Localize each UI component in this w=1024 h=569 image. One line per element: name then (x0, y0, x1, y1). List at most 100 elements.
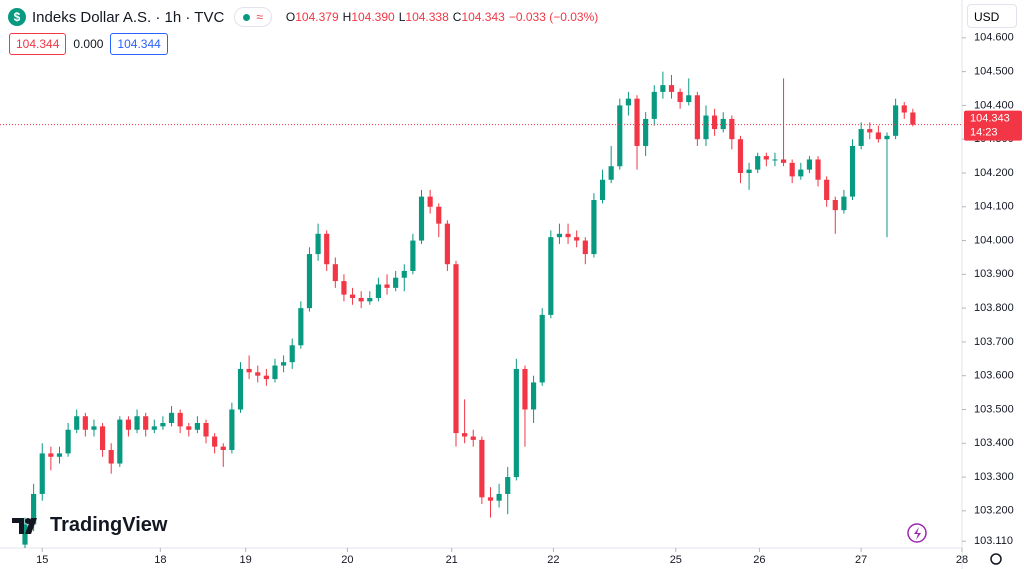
ohlc-open: O104.379 (286, 10, 339, 24)
candle-body (487, 497, 494, 501)
candle-body (686, 95, 692, 103)
candle-body (875, 132, 881, 140)
candle-body (177, 412, 183, 427)
quote: 104.344 0.000 104.344 (9, 33, 168, 55)
value: 104.390 (351, 10, 395, 24)
y-tick-label: 103.110 (974, 535, 1013, 547)
symbol-logo: $ (8, 8, 26, 26)
candle-body (617, 105, 623, 167)
candle-body (427, 196, 433, 207)
candle-body (237, 368, 244, 410)
candle-body (341, 281, 347, 295)
ohlc-low: L104.338 (399, 10, 449, 24)
candle-body (712, 115, 718, 130)
candle-body (763, 156, 769, 160)
candle-body (677, 91, 683, 103)
candle-body (289, 345, 295, 363)
candle-body (625, 98, 631, 106)
y-tick-label: 103.300 (974, 471, 1014, 483)
candle-body (31, 493, 37, 525)
candle-body (548, 237, 554, 315)
candle-body (39, 453, 45, 494)
candle-body (651, 91, 657, 119)
settings-button (990, 553, 1002, 565)
x-tick-label: 28 (956, 554, 968, 566)
candle-body (755, 156, 761, 170)
label: L (398, 10, 406, 24)
candle-body (815, 159, 821, 180)
brand-name: TradingView (50, 514, 168, 536)
label: H (342, 10, 352, 24)
candle-body (255, 372, 261, 376)
candle-body (849, 145, 856, 197)
bid[interactable]: 104.344 (9, 33, 67, 55)
candle-body (315, 233, 321, 255)
status-pill[interactable]: ≈ (234, 7, 272, 27)
spread: 0.000 (73, 37, 104, 51)
x-tick-label: 18 (154, 554, 166, 566)
ohlc-high: H104.390 (343, 10, 395, 24)
candle-body (99, 426, 106, 451)
candle-body (444, 223, 450, 265)
x-tick-label: 22 (547, 554, 559, 566)
x-tick-label: 15 (36, 554, 48, 566)
candle-body (229, 409, 235, 451)
candle-body (884, 135, 890, 140)
currency-button[interactable]: USD (967, 4, 1017, 28)
candle-body (65, 429, 71, 454)
candle-body (306, 254, 313, 309)
candle-body (720, 118, 726, 130)
candle-body (772, 159, 778, 161)
y-tick-label: 103.400 (974, 437, 1014, 449)
candle-body (91, 426, 97, 430)
candle-body (470, 436, 476, 440)
candle-body (643, 118, 649, 146)
candle-body (634, 98, 640, 146)
candle-body (608, 166, 614, 180)
candle-body (582, 240, 588, 255)
label: C (452, 10, 462, 24)
x-tick-label: 21 (446, 554, 458, 566)
candle-body (556, 233, 563, 238)
header: $ Indeks Dollar A.S. · 1h · TVC ≈ O104.3… (8, 7, 602, 27)
value: 104.338 (405, 10, 449, 24)
candle-body (565, 233, 571, 238)
ohlc-change: −0.033 (−0.03%) (508, 10, 599, 24)
last-price-label: 104.343 (970, 113, 1010, 125)
flash-button (907, 523, 927, 543)
candle-body (824, 179, 830, 201)
candle-body (82, 416, 88, 430)
y-tick-label: 104.600 (974, 32, 1014, 44)
candle-body (436, 206, 442, 224)
candle-body (462, 433, 468, 437)
candle-body (48, 453, 54, 457)
candle-body (298, 308, 304, 346)
candle-body (901, 105, 907, 113)
x-tick-label: 27 (855, 554, 867, 566)
candle-body (410, 240, 416, 271)
candle-body (324, 233, 330, 265)
candle-body (108, 450, 114, 464)
candle-body (574, 237, 580, 241)
candle-body (418, 196, 425, 241)
candle-body (453, 264, 459, 434)
y-tick-label: 103.200 (974, 505, 1014, 517)
candle-body (841, 196, 847, 211)
candle-body (281, 362, 287, 366)
x-tick-label: 19 (240, 554, 252, 566)
symbol-title[interactable]: Indeks Dollar A.S. · 1h · TVC (32, 8, 225, 26)
y-tick-label: 103.500 (974, 403, 1014, 415)
candle-body (186, 426, 192, 430)
candle-body (384, 284, 390, 288)
candle-body (530, 382, 537, 410)
candle-body (867, 129, 873, 133)
candle-body (401, 270, 407, 278)
candle-body (22, 524, 28, 545)
y-tick-label: 104.100 (974, 201, 1014, 213)
ask[interactable]: 104.344 (110, 33, 168, 55)
candle-body (246, 368, 252, 373)
candle-body (160, 422, 166, 427)
candle-body (332, 264, 338, 282)
candle-body (789, 162, 795, 177)
